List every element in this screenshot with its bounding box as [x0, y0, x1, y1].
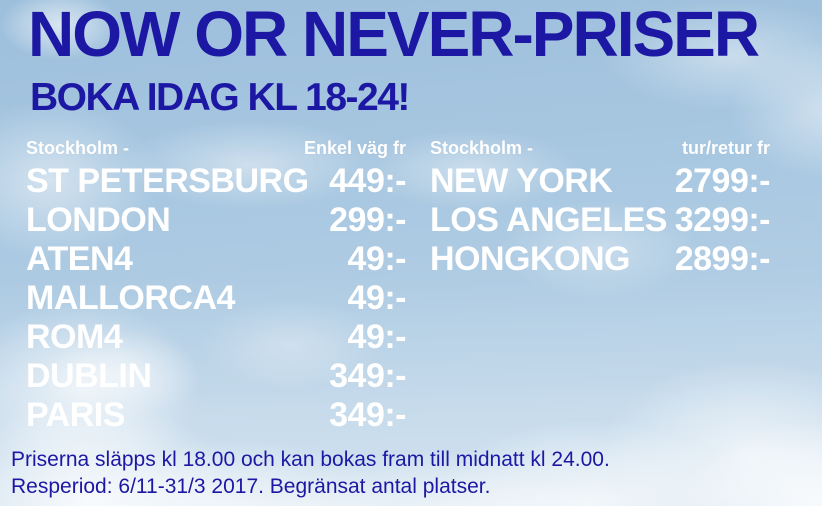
price-label: 2799:-	[674, 162, 771, 200]
fare-row: DUBLIN 349:-	[26, 357, 406, 396]
destination-label: DUBLIN	[26, 357, 152, 395]
price-label: 349:-	[329, 396, 406, 434]
fare-row: ROM4 49:-	[26, 318, 407, 357]
fare-row: HONGKONG 2899:-	[430, 240, 771, 279]
fare-row: PARIS 349:-	[26, 396, 406, 435]
fare-rows: ST PETERSBURG 449:- LONDON 299:- ATEN4 4…	[26, 162, 407, 435]
price-label: 49:-	[347, 279, 407, 317]
fare-type-label: Enkel väg fr	[303, 138, 406, 158]
price-label: 49:-	[347, 240, 407, 278]
fare-row: MALLORCA4 49:-	[26, 279, 407, 318]
price-label: 349:-	[329, 357, 406, 395]
destination-label: MALLORCA4	[26, 279, 235, 317]
destination-label: LONDON	[26, 201, 171, 239]
fare-rows: NEW YORK 2799:- LOS ANGELES 3299:- HONGK…	[430, 162, 771, 279]
fare-table-header: Stockholm - Enkel väg fr	[26, 138, 406, 158]
fare-table-roundtrip: Stockholm - tur/retur fr NEW YORK 2799:-…	[430, 138, 771, 279]
fare-type-label: tur/retur fr	[681, 138, 770, 158]
destination-label: HONGKONG	[430, 240, 631, 278]
destination-label: LOS ANGELES	[430, 201, 667, 239]
origin-label: Stockholm -	[430, 138, 534, 158]
price-label: 449:-	[329, 162, 406, 200]
fare-table-oneway: Stockholm - Enkel väg fr ST PETERSBURG 4…	[26, 138, 407, 435]
price-label: 2899:-	[674, 240, 771, 278]
footer-notes: Priserna släpps kl 18.00 och kan bokas f…	[11, 446, 610, 500]
price-label: 299:-	[329, 201, 406, 239]
footer-note-booking-window: Priserna släpps kl 18.00 och kan bokas f…	[11, 448, 610, 471]
fare-row: ST PETERSBURG 449:-	[26, 162, 406, 201]
fare-table-header: Stockholm - tur/retur fr	[430, 138, 770, 158]
fare-row: LONDON 299:-	[26, 201, 406, 240]
price-label: 49:-	[347, 318, 407, 356]
origin-label: Stockholm -	[26, 138, 130, 158]
subheadline: BOKA IDAG KL 18-24!	[30, 76, 410, 119]
destination-label: ROM4	[26, 318, 123, 356]
fare-row: ATEN4 49:-	[26, 240, 407, 279]
destination-label: PARIS	[26, 396, 125, 434]
destination-label: NEW YORK	[430, 162, 613, 200]
destination-label: ST PETERSBURG	[26, 162, 309, 200]
destination-label: ATEN4	[26, 240, 133, 278]
price-label: 3299:-	[674, 201, 771, 239]
fare-row: NEW YORK 2799:-	[430, 162, 771, 201]
fare-row: LOS ANGELES 3299:-	[430, 201, 771, 240]
footer-note-travel-period: Resperiod: 6/11-31/3 2017. Begränsat ant…	[11, 475, 491, 498]
headline: NOW OR NEVER-PRISER	[28, 0, 760, 70]
